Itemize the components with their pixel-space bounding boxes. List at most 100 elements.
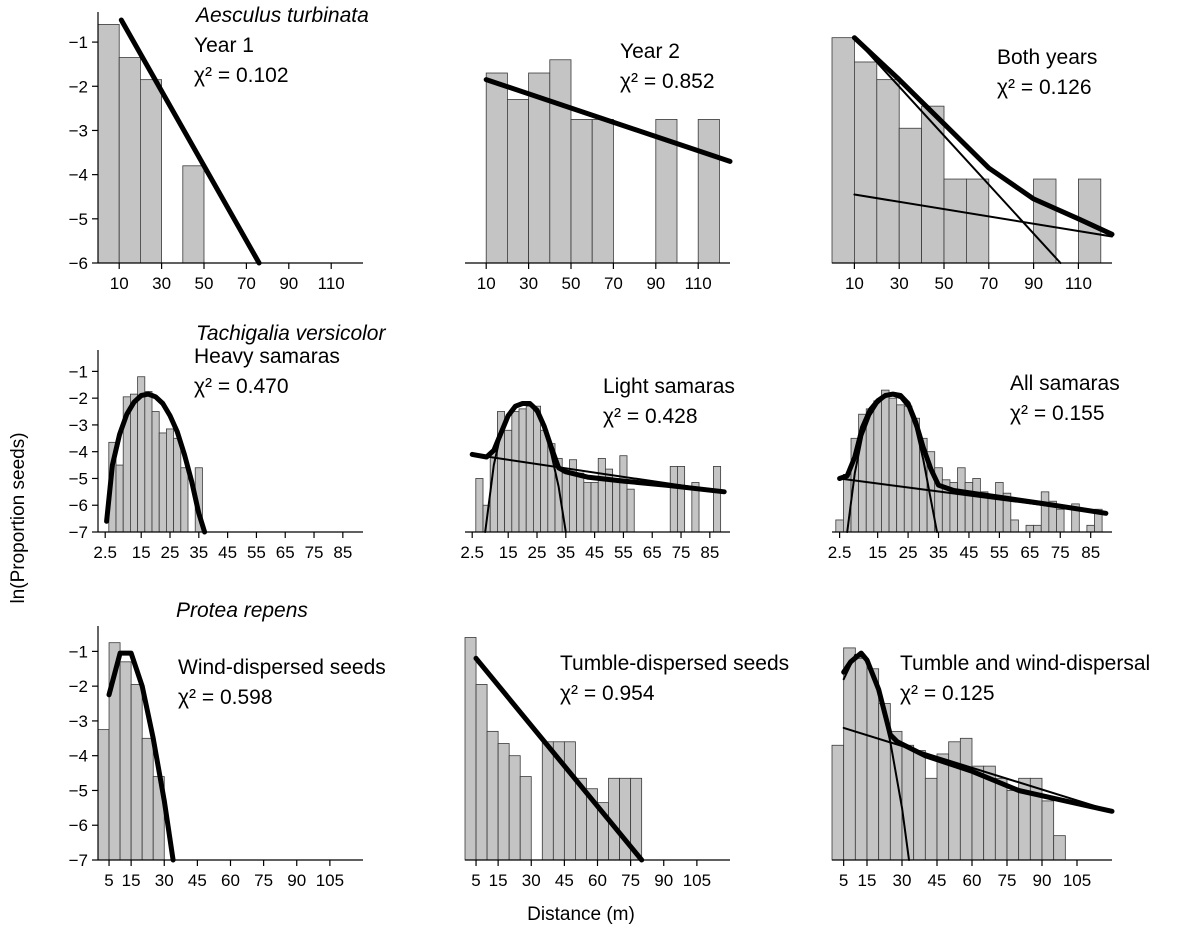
x-tick-label: 35 [929, 543, 948, 562]
bar [995, 778, 1007, 860]
x-tick-label: 15 [132, 543, 151, 562]
x-tick-label: 65 [276, 543, 295, 562]
bar [486, 73, 507, 263]
bar [120, 662, 131, 860]
y-tick-label: −4 [69, 747, 88, 766]
chart-panel-2: 10 30 50 70 90 110 Year 2 χ² = 0.852 [465, 40, 730, 293]
bar [698, 119, 719, 263]
bar [577, 473, 584, 532]
y-tick-label: −5 [69, 210, 88, 229]
bar [877, 80, 899, 263]
bar [937, 754, 949, 860]
bar [949, 742, 961, 860]
bar [670, 466, 677, 532]
bar [1056, 509, 1064, 532]
bar [1041, 492, 1049, 532]
y-tick-label: −5 [69, 781, 88, 800]
x-tick-label: 70 [979, 274, 998, 293]
bar [613, 480, 620, 532]
chi-square-stat: χ² = 0.125 [900, 682, 995, 705]
x-tick-label: 110 [1065, 274, 1092, 293]
chart-panel-4: Tachigalia versicolor −1 −2 −3 −4 −5 −6 −7 2.5 15… [69, 322, 387, 562]
x-tick-label: 45 [928, 871, 947, 890]
x-tick-label: 110 [318, 274, 345, 293]
x-tick-label: 105 [316, 871, 344, 890]
bar [152, 412, 159, 532]
bar [550, 60, 571, 263]
chi-square-stat: χ² = 0.428 [603, 405, 698, 428]
x-tick-label: 55 [247, 543, 266, 562]
bar [1030, 778, 1042, 860]
x-axis-title: Distance (m) [527, 904, 635, 925]
x-tick-label: 65 [643, 543, 662, 562]
panel-label: Year 1 [194, 34, 254, 57]
x-tick-label: 25 [161, 543, 180, 562]
bar [181, 468, 188, 532]
bar [130, 394, 137, 532]
bar [925, 778, 937, 860]
x-tick-label: 10 [477, 274, 496, 293]
x-tick-label: 45 [959, 543, 978, 562]
bar [571, 119, 592, 263]
panel-label: All samaras [1010, 372, 1120, 395]
species-title: Protea repens [176, 599, 308, 622]
y-tick-label: −3 [69, 121, 88, 140]
x-tick-label: 60 [221, 871, 240, 890]
y-tick-label: −4 [69, 443, 88, 462]
bar [867, 669, 879, 860]
x-tick-label: 25 [528, 543, 547, 562]
bar [505, 430, 512, 532]
y-tick-label: −2 [69, 389, 88, 408]
bar [881, 390, 889, 532]
y-tick-label: −7 [69, 523, 88, 542]
y-tick-label: −2 [69, 677, 88, 696]
bar [598, 458, 605, 532]
y-tick-label: −1 [69, 33, 88, 52]
x-tick-label: 30 [893, 871, 912, 890]
x-tick-label: 5 [104, 871, 113, 890]
bar [142, 738, 153, 860]
x-tick-label: 50 [195, 274, 214, 293]
x-tick-label: 5 [471, 871, 480, 890]
bar [562, 473, 569, 532]
x-tick-label: 65 [1020, 543, 1039, 562]
y-tick-label: −1 [69, 362, 88, 381]
bar [584, 482, 591, 532]
x-tick-label: 70 [604, 274, 623, 293]
x-tick-label: 15 [122, 871, 141, 890]
x-tick-label: 2.5 [460, 543, 484, 562]
bar [487, 731, 498, 860]
bar [854, 62, 876, 263]
x-tick-label: 15 [868, 543, 887, 562]
y-tick-label: −6 [69, 254, 88, 273]
y-tick-label: −6 [69, 816, 88, 835]
x-tick-label: 15 [499, 543, 518, 562]
x-tick-label: 60 [588, 871, 607, 890]
y-axis-title: ln(Proportion seeds) [8, 432, 29, 603]
bar [591, 482, 598, 532]
bar [973, 478, 981, 532]
x-tick-label: 70 [237, 274, 256, 293]
chart-panel-3: 10 30 50 70 90 110 Both years χ² = 0.126 [832, 38, 1112, 293]
x-tick-label: 75 [998, 871, 1017, 890]
x-tick-label: 85 [700, 543, 719, 562]
bar [972, 766, 984, 860]
x-tick-label: 30 [519, 274, 538, 293]
chi-square-stat: χ² = 0.155 [1010, 402, 1105, 425]
chart-panel-1: Aesculus turbinata −1 −2 −3 −4 −5 −6 10 30 50 70 90… [69, 4, 369, 293]
bar [844, 648, 856, 860]
bar [914, 750, 926, 860]
bar [855, 658, 867, 860]
x-tick-label: 10 [110, 274, 129, 293]
x-tick-label: 105 [683, 871, 711, 890]
bar [174, 438, 181, 532]
bar [159, 433, 166, 532]
y-tick-label: −3 [69, 712, 88, 731]
bar [507, 100, 528, 263]
bar [897, 405, 905, 532]
bar [520, 777, 531, 860]
bar [843, 474, 851, 532]
bar [966, 179, 988, 263]
bar [1087, 525, 1095, 532]
bar [116, 465, 123, 532]
